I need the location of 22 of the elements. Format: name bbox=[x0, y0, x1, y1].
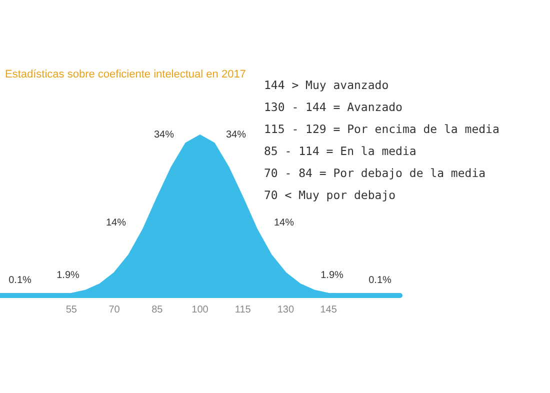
annotation: 1.9% bbox=[320, 270, 344, 282]
annotation: 85 - 114 = En la media bbox=[263, 143, 418, 160]
annotation: 115 - 129 = Por encima de la media bbox=[263, 121, 500, 138]
annotation: 14% bbox=[106, 217, 126, 228]
annotation: 1.9% bbox=[56, 270, 80, 282]
annotation: 70 < Muy por debajo bbox=[263, 187, 397, 204]
x-tick-label: 130 bbox=[277, 304, 294, 316]
x-tick-label: 85 bbox=[152, 304, 164, 316]
chart-title: Estadísticas sobre coeficiente intelectual en 2017 bbox=[5, 68, 246, 80]
x-tick-label: 70 bbox=[108, 304, 120, 316]
text: 130 - 144 = Avanzado bbox=[263, 99, 404, 116]
annotation: 34% bbox=[226, 129, 246, 140]
text: 144 > Muy avanzado bbox=[263, 77, 390, 94]
annotation: 14% bbox=[274, 217, 294, 228]
annotation: 70 - 84 = Por debajo de la media bbox=[263, 165, 487, 182]
annotation: 0.1% bbox=[368, 274, 392, 286]
x-tick-label: 145 bbox=[320, 304, 338, 316]
annotation: 0.1% bbox=[8, 274, 32, 286]
x-tick-label: 115 bbox=[234, 304, 252, 316]
x-tick-label: 55 bbox=[66, 304, 78, 316]
annotation: 34% bbox=[154, 129, 174, 140]
x-tick-label: 100 bbox=[192, 304, 209, 316]
